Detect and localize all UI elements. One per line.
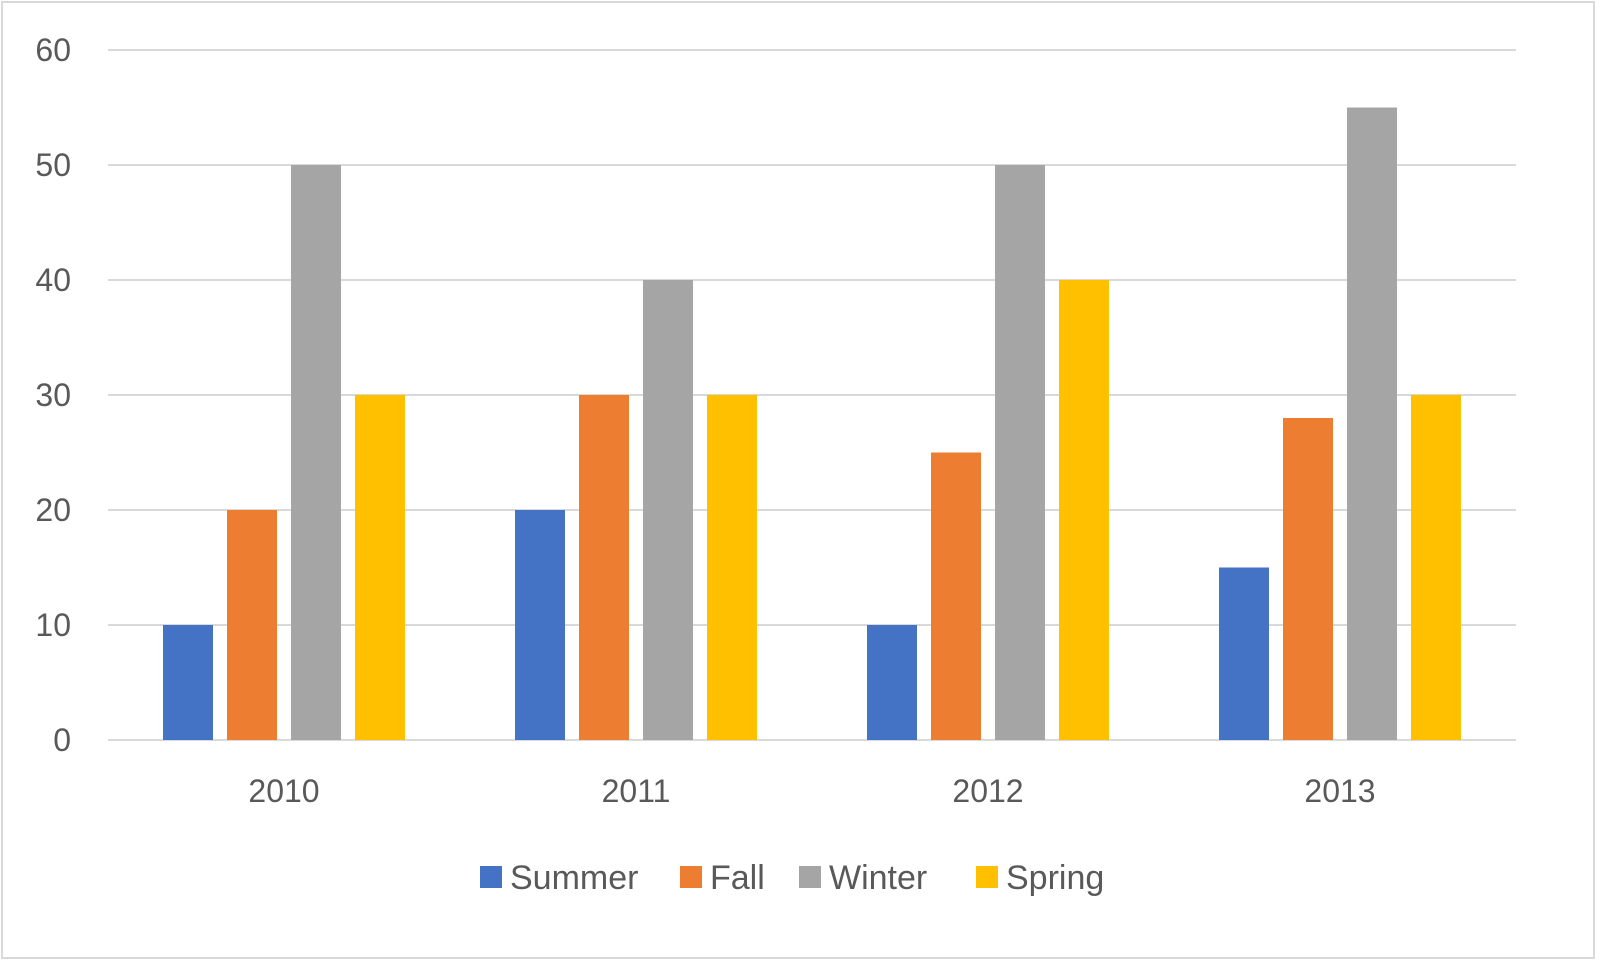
bar-summer-2012 [867, 625, 917, 740]
x-tick-label: 2011 [602, 773, 671, 809]
bar-winter-2010 [291, 165, 341, 740]
bar-spring-2011 [707, 395, 757, 740]
bar-fall-2013 [1283, 418, 1333, 740]
y-tick-label: 40 [35, 262, 71, 298]
legend-swatch-fall [680, 866, 702, 888]
bar-summer-2010 [163, 625, 213, 740]
legend-label-winter: Winter [829, 859, 927, 897]
bar-summer-2011 [515, 510, 565, 740]
legend-label-fall: Fall [710, 859, 765, 897]
y-tick-label: 60 [35, 32, 71, 68]
x-axis-ticks: 2010 2011 2012 2013 [248, 773, 1375, 809]
legend-swatch-summer [480, 866, 502, 888]
y-tick-label: 0 [53, 722, 71, 758]
x-tick-label: 2013 [1304, 773, 1375, 809]
bar-winter-2012 [995, 165, 1045, 740]
bar-summer-2013 [1219, 567, 1269, 740]
bar-fall-2012 [931, 452, 981, 740]
bar-winter-2011 [643, 280, 693, 740]
bar-spring-2010 [355, 395, 405, 740]
gridlines [108, 49, 1516, 741]
legend-swatch-winter [799, 866, 821, 888]
bar-fall-2010 [227, 510, 277, 740]
bar-fall-2011 [579, 395, 629, 740]
bar-spring-2013 [1411, 395, 1461, 740]
y-axis-ticks: 0 10 20 30 40 50 60 [35, 32, 71, 758]
x-tick-label: 2010 [248, 773, 319, 809]
bar-winter-2013 [1347, 107, 1397, 740]
y-tick-label: 50 [35, 147, 71, 183]
bar-chart: 0 10 20 30 40 50 60 2010 2011 2012 2013 Summer Fal… [35, 32, 1516, 897]
y-tick-label: 30 [35, 377, 71, 413]
y-tick-label: 20 [35, 492, 71, 528]
legend-label-spring: Spring [1006, 859, 1104, 897]
legend: Summer Fall Winter Spring [480, 859, 1104, 897]
legend-swatch-spring [976, 866, 998, 888]
x-tick-label: 2012 [952, 773, 1023, 809]
y-tick-label: 10 [35, 607, 71, 643]
bar-spring-2012 [1059, 280, 1109, 740]
legend-label-summer: Summer [510, 859, 638, 897]
bars [163, 107, 1461, 740]
